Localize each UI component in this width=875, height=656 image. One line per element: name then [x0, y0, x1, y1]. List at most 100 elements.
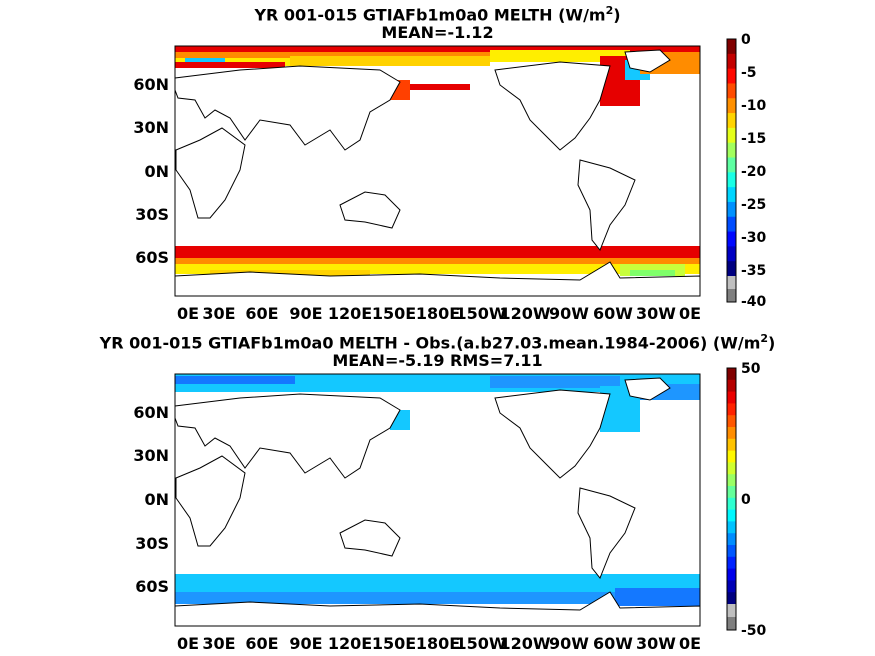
ar-ice-yellow2 [290, 56, 490, 66]
panel2-colorbar-frame [726, 367, 737, 631]
panel1-africa [175, 127, 246, 219]
colorbar-step [727, 580, 736, 593]
panel2-xtick: 150E [372, 634, 416, 653]
colorbar-step [727, 497, 736, 511]
colorbar-step [727, 231, 736, 247]
colorbar-step [727, 216, 736, 233]
panel1-plot-area [174, 45, 701, 297]
cb1-tick: -5 [741, 65, 757, 81]
cb1-tick: -20 [741, 164, 767, 180]
so-ice-green2 [630, 270, 675, 276]
colorbar-step [727, 83, 736, 99]
panel1-continents [174, 49, 671, 251]
panel2-xtick: 120E [328, 634, 372, 653]
colorbar-step [727, 486, 736, 499]
panel1-ytick: 60N [133, 75, 169, 94]
colorbar-step [727, 415, 736, 428]
so-ice-yellow [175, 264, 700, 274]
panel1-greenland [624, 49, 671, 73]
colorbar-step [727, 379, 736, 393]
panel2-xtick: 30E [202, 634, 235, 653]
colorbar-step [727, 450, 736, 463]
panel2-xtick: 60W [593, 634, 633, 653]
panel2-subtitle: MEAN=-5.19 RMS=7.11 [332, 351, 543, 370]
panel1-xtick: 90E [289, 304, 322, 323]
panel2-continents [174, 377, 671, 579]
panel1-xtick: 180E [416, 304, 460, 323]
panel2-title-text: YR 001-015 GTIAFb1m0a0 MELTH - Obs.(a.b2… [99, 333, 761, 353]
cb1-tick: -15 [741, 131, 766, 147]
colorbar-step [727, 53, 736, 70]
panel1-ytick: 30N [133, 118, 169, 137]
panel1-map: 60N 30N 0N 30S 60S 0E 30E 60E 90E 120E 1… [133, 32, 767, 323]
panel1-title-text: YR 001-015 GTIAFb1m0a0 MELTH (W/m [254, 5, 606, 25]
colorbar-step [727, 201, 736, 218]
colorbar-step [727, 403, 736, 416]
panel2-colorbar-steps [727, 368, 736, 605]
panel2-xtick: 0E [177, 634, 199, 653]
panel2-plot-area [174, 373, 701, 627]
panel1-xtick: 30W [636, 304, 676, 323]
panel1-xtick: 120E [328, 304, 372, 323]
colorbar-step [727, 533, 736, 546]
panel1-xtick: 120W [499, 304, 550, 323]
panel2-colorbar-below [727, 617, 736, 630]
panel1-title: YR 001-015 GTIAFb1m0a0 MELTH (W/m2) [0, 2, 875, 24]
panel2-ytick: 30S [135, 534, 169, 553]
panel1-y-axis: 60N 30N 0N 30S 60S [133, 75, 169, 267]
colorbar-step [727, 474, 736, 487]
so-ice-red [175, 246, 700, 260]
colorbar-step [727, 187, 736, 203]
so2-blue2 [615, 588, 700, 606]
panel2-ytick: 60S [135, 577, 169, 596]
panel2-frame [174, 373, 701, 627]
panel1-ytick: 0N [144, 162, 169, 181]
panel2-map: 60N 30N 0N 30S 60S 0E 30E 60E 90E 120E 1… [133, 361, 766, 653]
panel2-australia [339, 519, 401, 557]
panel1-eurasia [174, 65, 401, 151]
panel1-colorbar-frame [726, 38, 737, 303]
colorbar-step [727, 592, 736, 605]
panel1-ytick: 60S [135, 248, 169, 267]
ar-ice-red [175, 46, 700, 52]
panel1-xtick: 60W [593, 304, 633, 323]
colorbar-step [727, 39, 736, 55]
cb1-tick: -40 [741, 294, 767, 310]
panel2-ytick: 60N [133, 403, 169, 422]
panel1-southern-ice [175, 246, 700, 276]
colorbar-step [727, 462, 736, 475]
cb2-tick: 50 [741, 361, 761, 377]
colorbar-step [727, 427, 736, 440]
ar-ice-red2 [175, 62, 285, 68]
panel1-ytick: 30S [135, 205, 169, 224]
cb1-tick: -10 [741, 98, 767, 114]
colorbar-step [727, 556, 736, 570]
colorbar-step [727, 246, 736, 262]
panel1-xtick: 150E [372, 304, 416, 323]
panel1-xtick: 150W [455, 304, 506, 323]
colorbar-step [727, 172, 736, 188]
panel1-colorbar-steps [727, 39, 736, 277]
panel1-colorbar: 0 -5 -10 -15 -20 -25 -30 -35 -40 [726, 32, 767, 310]
panel2-xtick: 90E [289, 634, 322, 653]
ar-ice-cyan [185, 58, 225, 64]
ar2-blue [175, 376, 295, 384]
ar-ice-yellow3 [490, 50, 630, 62]
colorbar-step [727, 521, 736, 534]
panel2-ytick: 30N [133, 446, 169, 465]
colorbar-step [727, 127, 736, 144]
panel1-north-america [494, 61, 611, 151]
ar2-blue2 [490, 376, 620, 388]
colorbar-step [727, 98, 736, 114]
so2-cyan [175, 574, 700, 596]
panel2-title: YR 001-015 GTIAFb1m0a0 MELTH - Obs.(a.b2… [0, 330, 875, 352]
panel2-africa [175, 455, 246, 547]
panel1-colorbar-undef [727, 276, 736, 289]
colorbar-step [727, 113, 736, 129]
ar-ice-red3 [410, 84, 470, 90]
panel1-xtick: 0E [177, 304, 199, 323]
panel2-x-axis: 0E 30E 60E 90E 120E 150E 180E 150W 120W … [177, 634, 701, 653]
panel1-xtick: 0E [679, 304, 701, 323]
colorbar-step [727, 568, 736, 581]
so2-blue [175, 592, 700, 604]
